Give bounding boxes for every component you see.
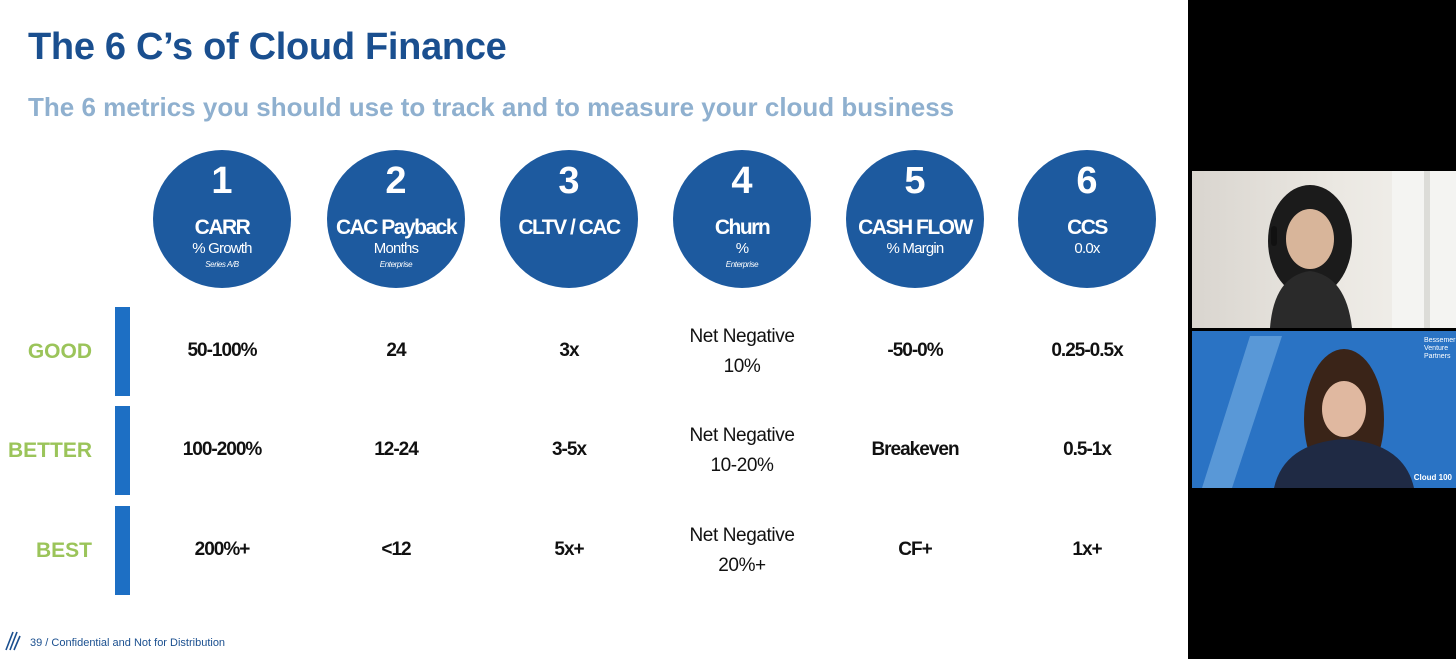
table-cell-line: Net Negative	[689, 425, 795, 446]
cloud-100-badge: Cloud 100	[1413, 473, 1452, 482]
row-bar-better	[115, 406, 130, 495]
table-cell: 5x+	[554, 539, 584, 560]
table-cell: Net Negative 10%	[657, 322, 827, 382]
table-cell: 12-24	[374, 439, 419, 460]
metric-unit: Months	[373, 240, 419, 257]
bessemer-logo-icon	[5, 631, 21, 651]
participant-2-image	[1202, 336, 1414, 488]
metric-circle-cltv-cac: 3 CLTV / CAC	[500, 150, 638, 288]
participant-video-2[interactable]: Bessemer Venture Partners Cloud 100	[1192, 331, 1456, 488]
row-bar-best	[115, 506, 130, 595]
metric-number: 2	[385, 160, 407, 202]
table-cell: 100-200%	[182, 439, 263, 460]
metric-unit: % Growth	[192, 240, 252, 257]
table-cell-line: Net Negative	[689, 525, 795, 546]
table-cell: 3-5x	[551, 439, 587, 460]
metric-circle-cac-payback: 2 CAC Payback Months Enterprise	[327, 150, 465, 288]
participant-1-image	[1268, 171, 1456, 328]
metric-number: 4	[731, 160, 753, 202]
participant-video-1[interactable]	[1192, 171, 1456, 328]
table-cell: <12	[381, 539, 411, 560]
table-cell: 3x	[559, 340, 579, 361]
table-cell-line: 10-20%	[710, 455, 774, 476]
table-cell: Net Negative 20%+	[657, 521, 827, 581]
table-cell: Breakeven	[871, 439, 959, 460]
table-cell-line: 10%	[723, 356, 761, 377]
metric-circle-cash-flow: 5 CASH FLOW % Margin	[846, 150, 984, 288]
table-cell: 200%+	[194, 539, 251, 560]
metric-unit: 0.0x	[1074, 240, 1100, 257]
metric-note: Series A/B	[205, 260, 239, 269]
metric-number: 3	[558, 160, 580, 202]
metric-unit: %	[735, 240, 749, 257]
table-cell: 0.25-0.5x	[1051, 340, 1123, 361]
metric-circle-churn: 4 Churn % Enterprise	[673, 150, 811, 288]
metric-number: 1	[211, 160, 233, 202]
metric-name: CLTV / CAC	[518, 216, 621, 239]
metric-name: CCS	[1067, 216, 1108, 239]
table-cell-line: Net Negative	[689, 326, 795, 347]
row-label-better: BETTER	[8, 439, 92, 462]
metric-number: 6	[1076, 160, 1098, 202]
table-cell-line: 20%+	[718, 555, 766, 576]
slide-title: The 6 C’s of Cloud Finance	[28, 26, 507, 68]
metric-name: Churn	[714, 216, 771, 239]
table-cell: 50-100%	[187, 340, 257, 361]
metric-name: CAC Payback	[335, 216, 458, 239]
metric-name: CASH FLOW	[858, 216, 973, 239]
metric-note: Enterprise	[379, 260, 413, 269]
table-cell: -50-0%	[887, 340, 943, 361]
row-label-good: GOOD	[27, 340, 92, 363]
table-cell: 24	[386, 340, 406, 361]
metric-circle-ccs: 6 CCS 0.0x	[1018, 150, 1156, 288]
table-cell: Net Negative 10-20%	[657, 421, 827, 481]
metric-name: CARR	[194, 216, 251, 239]
slide: The 6 C’s of Cloud Finance The 6 metrics…	[0, 0, 1188, 659]
bessemer-logo-text: Bessemer Venture Partners	[1424, 337, 1456, 360]
table-cell: CF+	[898, 539, 932, 560]
metric-number: 5	[904, 160, 926, 202]
metric-note: Enterprise	[725, 260, 759, 269]
row-bar-good	[115, 307, 130, 396]
table-cell: 1x+	[1072, 539, 1102, 560]
metric-circle-carr: 1 CARR % Growth Series A/B	[153, 150, 291, 288]
table-cell: 0.5-1x	[1063, 439, 1112, 460]
metric-unit: % Margin	[886, 240, 945, 257]
slide-subtitle: The 6 metrics you should use to track an…	[28, 92, 955, 122]
slide-footer: 39 / Confidential and Not for Distributi…	[30, 637, 226, 649]
row-label-best: BEST	[35, 539, 92, 562]
